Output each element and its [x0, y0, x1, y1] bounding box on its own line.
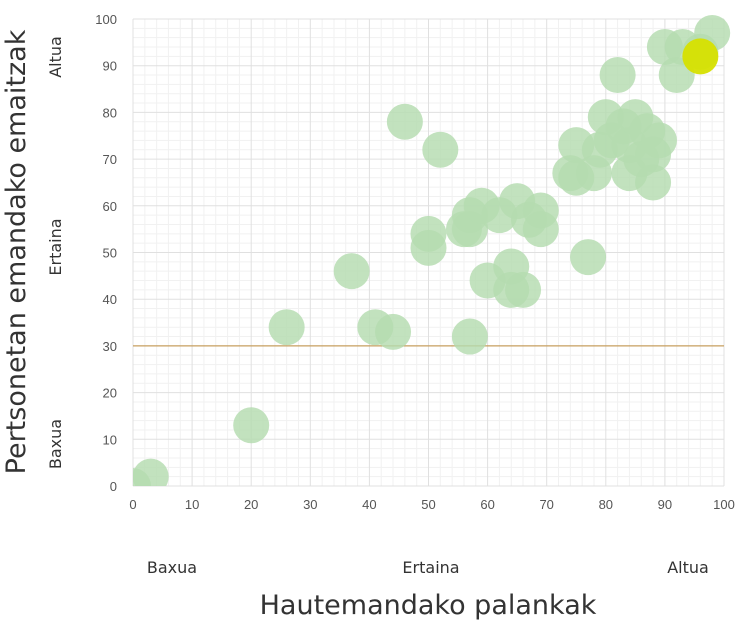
data-point: [133, 458, 169, 486]
data-point: [522, 211, 559, 248]
data-point: [333, 253, 370, 290]
data-point: [410, 229, 447, 266]
y-category-high: Altua: [46, 36, 65, 78]
x-tick-label: 10: [185, 497, 199, 512]
data-point: [451, 318, 488, 355]
x-category-high: Altua: [667, 558, 709, 577]
x-tick-label: 30: [303, 497, 317, 512]
data-point: [640, 122, 677, 159]
y-tick-label: 30: [103, 339, 117, 354]
x-tick-label: 70: [539, 497, 553, 512]
y-tick-label: 40: [103, 292, 117, 307]
data-point: [505, 271, 542, 308]
x-tick-label: 90: [658, 497, 672, 512]
y-tick-label: 70: [103, 152, 117, 167]
data-point: [375, 313, 412, 350]
x-tick-label: 60: [480, 497, 494, 512]
y-category-low: Baxua: [46, 419, 65, 469]
data-point: [599, 57, 636, 94]
data-point: [635, 164, 672, 201]
x-tick-label: 0: [129, 497, 136, 512]
data-point: [386, 103, 423, 140]
data-point: [268, 309, 305, 346]
y-tick-label: 0: [110, 479, 117, 494]
data-point: [422, 131, 459, 168]
highlight-point: [682, 38, 719, 75]
data-points: [133, 15, 731, 486]
x-tick-label: 50: [421, 497, 435, 512]
y-tick-label: 100: [95, 12, 117, 27]
x-tick-label: 20: [244, 497, 258, 512]
x-tick-label: 40: [362, 497, 376, 512]
y-axis-ticks: 0 10 20 30 40 50 60 70 80 90 100: [95, 12, 117, 494]
y-tick-label: 20: [103, 386, 117, 401]
x-axis-title: Hautemandako palankak: [260, 590, 597, 621]
x-category-mid: Ertaina: [402, 558, 459, 577]
data-point: [233, 407, 270, 444]
data-point: [570, 239, 607, 276]
y-tick-label: 10: [103, 432, 117, 447]
points-group: [133, 15, 731, 486]
y-tick-label: 80: [103, 105, 117, 120]
y-tick-label: 60: [103, 199, 117, 214]
y-axis-title: Pertsonetan emandako emaitzak: [1, 29, 32, 474]
y-category-mid: Ertaina: [46, 218, 65, 275]
x-category-low: Baxua: [147, 558, 197, 577]
x-axis-ticks: 0 10 20 30 40 50 60 70 80 90 100: [129, 497, 734, 512]
y-tick-label: 50: [103, 246, 117, 261]
y-tick-label: 90: [103, 59, 117, 74]
x-tick-label: 80: [599, 497, 613, 512]
x-tick-label: 100: [713, 497, 735, 512]
